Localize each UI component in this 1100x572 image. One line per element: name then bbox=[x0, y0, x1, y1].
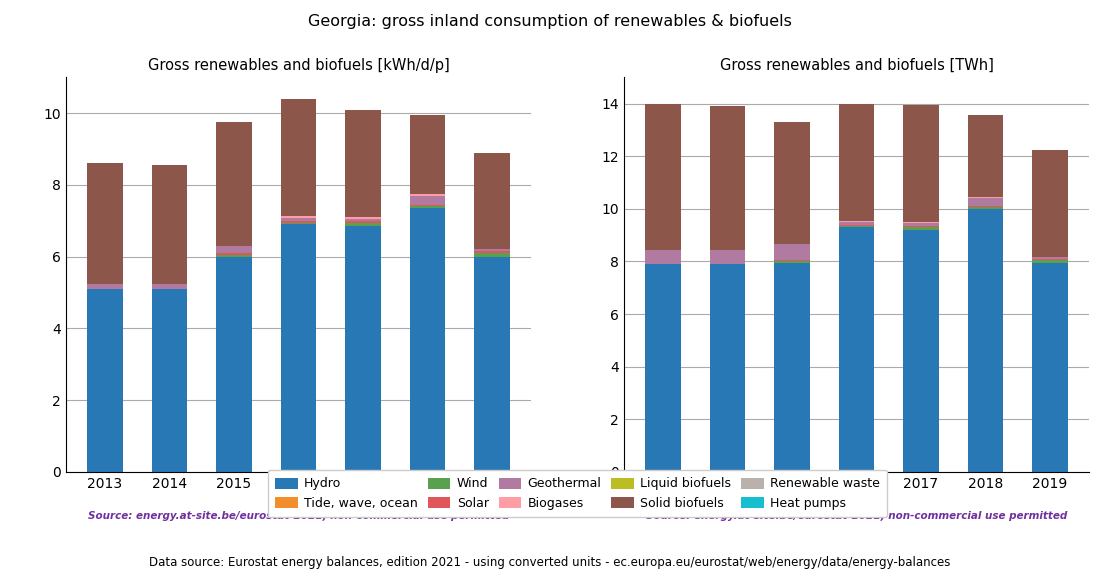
Bar bbox=[280, 99, 316, 216]
Bar bbox=[710, 264, 745, 472]
Bar bbox=[152, 289, 187, 472]
Bar bbox=[410, 208, 446, 472]
Bar bbox=[903, 230, 938, 472]
Bar bbox=[280, 218, 316, 221]
Bar bbox=[1033, 263, 1068, 472]
Bar bbox=[345, 221, 381, 223]
Bar bbox=[968, 208, 1003, 209]
Bar bbox=[410, 115, 446, 194]
Bar bbox=[410, 194, 446, 196]
Bar bbox=[410, 205, 446, 206]
Text: Source: energy.at-site.be/eurostat-2021, non-commercial use permitted: Source: energy.at-site.be/eurostat-2021,… bbox=[646, 511, 1067, 521]
Bar bbox=[968, 198, 1003, 206]
Bar bbox=[903, 222, 938, 223]
Title: Gross renewables and biofuels [kWh/d/p]: Gross renewables and biofuels [kWh/d/p] bbox=[147, 58, 450, 73]
Bar bbox=[217, 253, 252, 255]
Bar bbox=[217, 246, 252, 253]
Bar bbox=[645, 264, 681, 472]
Bar bbox=[710, 106, 745, 249]
Bar bbox=[280, 216, 316, 218]
Bar bbox=[217, 257, 252, 472]
Bar bbox=[1033, 259, 1068, 260]
Bar bbox=[774, 263, 810, 472]
Bar bbox=[217, 122, 252, 246]
Legend: Hydro, Tide, wave, ocean, Wind, Solar, Geothermal, Biogases, Liquid biofuels, So: Hydro, Tide, wave, ocean, Wind, Solar, G… bbox=[268, 470, 887, 517]
Bar bbox=[774, 261, 810, 263]
Bar bbox=[839, 221, 875, 222]
Text: Source: energy.at-site.be/eurostat-2021, non-commercial use permitted: Source: energy.at-site.be/eurostat-2021,… bbox=[88, 511, 509, 521]
Bar bbox=[280, 221, 316, 223]
Bar bbox=[217, 255, 252, 257]
Title: Gross renewables and biofuels [TWh]: Gross renewables and biofuels [TWh] bbox=[719, 58, 993, 73]
Bar bbox=[968, 206, 1003, 208]
Bar bbox=[474, 249, 510, 251]
Bar bbox=[903, 226, 938, 227]
Bar bbox=[87, 284, 122, 289]
Bar bbox=[968, 197, 1003, 198]
Bar bbox=[1033, 260, 1068, 263]
Bar bbox=[839, 227, 875, 472]
Bar bbox=[645, 104, 681, 249]
Text: Data source: Eurostat energy balances, edition 2021 - using converted units - ec: Data source: Eurostat energy balances, e… bbox=[150, 556, 950, 569]
Bar bbox=[87, 289, 122, 472]
Bar bbox=[968, 209, 1003, 472]
Bar bbox=[774, 260, 810, 261]
Bar bbox=[280, 223, 316, 224]
Bar bbox=[645, 249, 681, 264]
Bar bbox=[410, 196, 446, 205]
Bar bbox=[474, 257, 510, 472]
Bar bbox=[345, 219, 381, 221]
Bar bbox=[152, 165, 187, 284]
Bar bbox=[1033, 257, 1068, 259]
Bar bbox=[152, 284, 187, 289]
Bar bbox=[903, 223, 938, 226]
Bar bbox=[280, 224, 316, 472]
Bar bbox=[474, 253, 510, 257]
Bar bbox=[774, 244, 810, 260]
Bar bbox=[903, 227, 938, 230]
Bar bbox=[839, 225, 875, 226]
Bar bbox=[774, 122, 810, 244]
Bar bbox=[710, 249, 745, 264]
Bar bbox=[1033, 149, 1068, 257]
Bar bbox=[968, 116, 1003, 197]
Bar bbox=[345, 226, 381, 472]
Bar bbox=[903, 105, 938, 222]
Text: Georgia: gross inland consumption of renewables & biofuels: Georgia: gross inland consumption of ren… bbox=[308, 14, 792, 29]
Bar bbox=[839, 226, 875, 227]
Bar bbox=[839, 222, 875, 225]
Bar bbox=[345, 109, 381, 217]
Bar bbox=[345, 217, 381, 219]
Bar bbox=[410, 206, 446, 208]
Bar bbox=[474, 251, 510, 253]
Bar bbox=[87, 164, 122, 284]
Bar bbox=[839, 104, 875, 221]
Bar bbox=[474, 153, 510, 249]
Bar bbox=[345, 223, 381, 226]
